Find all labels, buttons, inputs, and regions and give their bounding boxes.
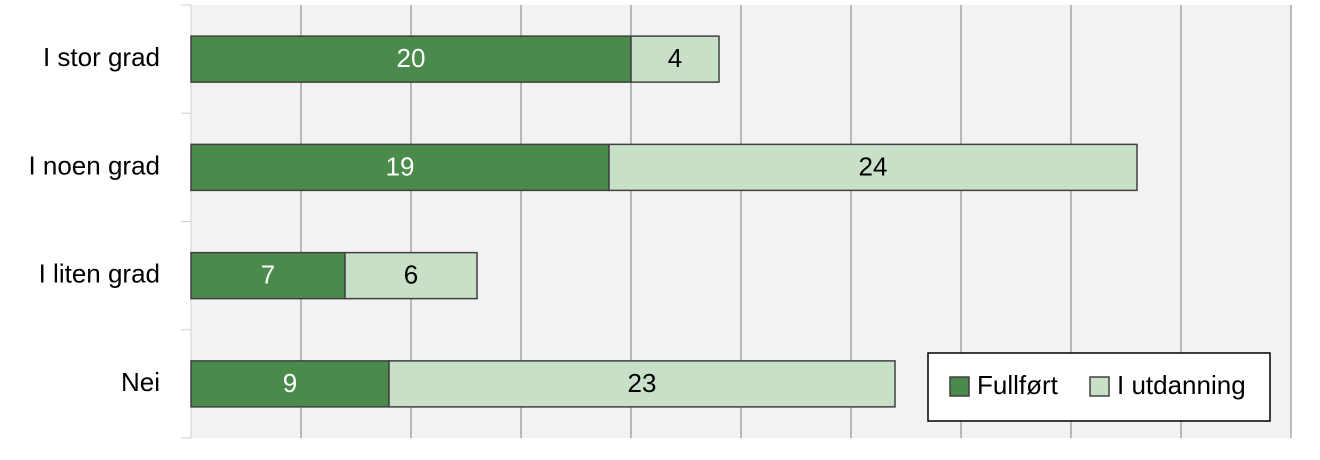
data-label: 9 [283, 368, 297, 398]
y-tick-label: I liten grad [39, 259, 160, 289]
y-tick-label: Nei [121, 367, 160, 397]
legend-swatch [1089, 376, 1110, 397]
bar-segment [190, 35, 632, 83]
data-label: 6 [404, 260, 418, 290]
data-label: 7 [261, 260, 275, 290]
data-label: 23 [628, 368, 657, 398]
legend-swatch [949, 376, 970, 397]
data-label: 24 [859, 151, 888, 181]
bar-segment [388, 360, 896, 408]
data-label: 20 [397, 43, 426, 73]
legend-label: I utdanning [1117, 370, 1246, 400]
data-label: 19 [386, 151, 415, 181]
bar-segment [344, 251, 478, 300]
legend: Fullført I utdanning [927, 352, 1271, 422]
bar-segment [630, 35, 720, 83]
bar-segment [190, 143, 610, 192]
y-tick-label: I stor grad [43, 42, 160, 72]
legend-label: Fullført [977, 370, 1059, 400]
y-tick-label: I noen grad [28, 150, 160, 180]
data-label: 4 [668, 43, 682, 73]
bar-segment [608, 143, 1138, 192]
